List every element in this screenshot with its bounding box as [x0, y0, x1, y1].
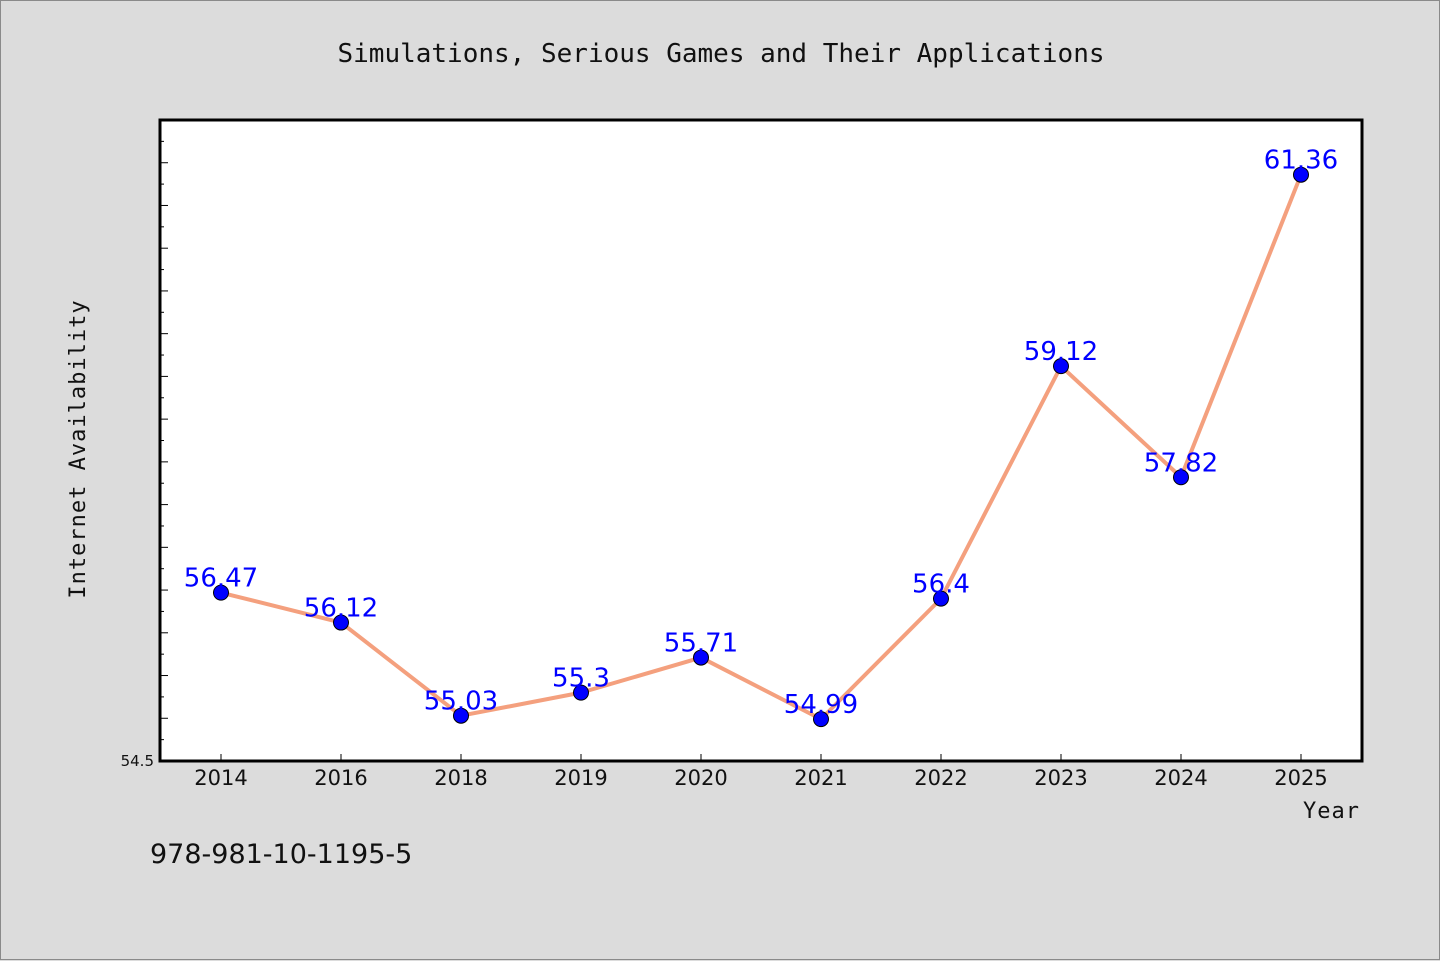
data-label: 61.36	[1264, 146, 1338, 176]
y-axis-label: Internet Availability	[66, 299, 91, 598]
x-axis-label: Year	[1303, 799, 1360, 824]
data-point	[933, 590, 949, 607]
data-point	[693, 649, 709, 666]
plot-area	[158, 118, 1364, 763]
data-label: 56.47	[184, 564, 258, 594]
series-line	[220, 173, 1303, 722]
x-tick-label: 2025	[1274, 766, 1327, 790]
data-point	[573, 684, 589, 701]
x-tick-label: 2018	[434, 766, 487, 790]
data-point	[1053, 358, 1069, 375]
isbn-text: 978-981-10-1195-5	[150, 839, 412, 870]
x-tick-label: 2020	[674, 766, 727, 790]
data-label: 59.12	[1024, 337, 1098, 367]
data-label: 56.12	[304, 594, 378, 624]
data-label: 56.4	[912, 570, 970, 600]
data-point	[1293, 166, 1309, 183]
data-point	[213, 584, 229, 601]
series-internet-availability	[220, 173, 1303, 722]
data-label: 55.3	[552, 664, 610, 694]
x-tick-label: 2024	[1154, 766, 1207, 790]
y-axis-tick-labels: 54.5	[121, 752, 154, 770]
data-label: 55.71	[664, 629, 738, 659]
y-tick-label: 54.5	[121, 752, 154, 770]
x-tick-label: 2023	[1034, 766, 1087, 790]
data-labels: 56.47 56.12 55.03 55.3 55.71 54.99 56.4 59.12 57…	[184, 146, 1338, 720]
x-axis-tick-labels: 2014 2016 2018 2019 2020 2021 2022 2023 2024 2025	[194, 766, 1327, 790]
x-axis-ticks	[220, 754, 1302, 761]
x-tick-label: 2022	[914, 766, 967, 790]
x-tick-label: 2019	[554, 766, 607, 790]
x-tick-label: 2014	[194, 766, 247, 790]
data-point	[813, 711, 829, 728]
data-point	[1173, 469, 1189, 486]
x-tick-label: 2021	[794, 766, 847, 790]
x-tick-label: 2016	[314, 766, 367, 790]
chart-title: Simulations, Serious Games and Their App…	[337, 39, 1104, 69]
data-point	[333, 614, 349, 631]
y-axis-ticks	[160, 119, 168, 762]
data-label: 54.99	[784, 690, 858, 720]
data-point	[453, 707, 469, 724]
data-label: 57.82	[1144, 448, 1218, 478]
data-label: 55.03	[424, 687, 498, 717]
data-markers	[213, 166, 1309, 728]
